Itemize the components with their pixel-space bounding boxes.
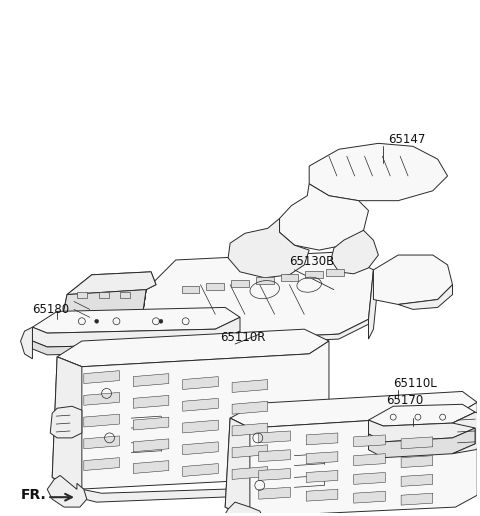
Polygon shape [84, 458, 120, 471]
Polygon shape [50, 406, 82, 438]
Polygon shape [232, 423, 268, 436]
Polygon shape [369, 428, 475, 458]
Polygon shape [306, 471, 338, 482]
Polygon shape [99, 292, 108, 298]
Polygon shape [186, 334, 319, 393]
Polygon shape [354, 491, 385, 503]
Text: 65130B: 65130B [289, 255, 335, 268]
Polygon shape [182, 286, 200, 293]
Polygon shape [259, 431, 290, 443]
Polygon shape [133, 461, 169, 474]
Text: 65170: 65170 [386, 394, 423, 407]
Polygon shape [305, 271, 323, 278]
Polygon shape [401, 456, 433, 467]
Polygon shape [141, 319, 369, 347]
Polygon shape [225, 402, 477, 516]
Polygon shape [259, 450, 290, 462]
Polygon shape [225, 418, 250, 516]
Polygon shape [21, 327, 33, 359]
Polygon shape [306, 489, 338, 501]
Polygon shape [232, 401, 268, 414]
Polygon shape [326, 269, 344, 276]
Polygon shape [141, 252, 373, 342]
Polygon shape [133, 395, 169, 408]
Polygon shape [331, 230, 378, 274]
Polygon shape [401, 475, 433, 486]
Polygon shape [84, 436, 120, 449]
Polygon shape [230, 392, 477, 428]
Polygon shape [306, 433, 338, 445]
Polygon shape [183, 463, 218, 476]
Polygon shape [57, 329, 329, 367]
Polygon shape [120, 292, 130, 298]
Text: 65110L: 65110L [393, 377, 437, 390]
Polygon shape [62, 289, 146, 329]
Polygon shape [183, 398, 218, 411]
Polygon shape [84, 414, 120, 427]
Polygon shape [309, 143, 447, 201]
Polygon shape [453, 412, 480, 454]
Text: 65110R: 65110R [220, 331, 265, 344]
Polygon shape [141, 289, 171, 347]
Polygon shape [77, 292, 87, 298]
Polygon shape [259, 487, 290, 499]
Polygon shape [369, 270, 378, 339]
Polygon shape [401, 493, 433, 505]
Polygon shape [62, 272, 156, 329]
Polygon shape [47, 475, 87, 507]
Polygon shape [133, 374, 169, 386]
Polygon shape [77, 473, 309, 502]
Polygon shape [232, 466, 268, 479]
Polygon shape [206, 283, 224, 290]
Polygon shape [401, 437, 433, 449]
Polygon shape [398, 285, 453, 310]
Polygon shape [183, 377, 218, 390]
Polygon shape [183, 442, 218, 455]
Polygon shape [84, 370, 120, 383]
Polygon shape [354, 435, 385, 447]
Polygon shape [228, 218, 309, 278]
Polygon shape [306, 452, 338, 463]
Circle shape [95, 319, 99, 323]
Polygon shape [354, 473, 385, 485]
Polygon shape [133, 417, 169, 430]
Polygon shape [279, 184, 369, 250]
Text: FR.: FR. [21, 488, 46, 502]
Polygon shape [52, 341, 329, 489]
Polygon shape [186, 339, 230, 404]
Polygon shape [33, 308, 240, 333]
Polygon shape [67, 272, 156, 295]
Polygon shape [52, 357, 82, 489]
Text: 65180: 65180 [33, 303, 70, 316]
Polygon shape [232, 445, 268, 458]
Polygon shape [280, 275, 298, 281]
Polygon shape [369, 405, 475, 426]
Polygon shape [222, 502, 264, 516]
Polygon shape [231, 280, 249, 287]
Polygon shape [33, 331, 240, 355]
Polygon shape [84, 393, 120, 405]
Polygon shape [369, 412, 475, 442]
Polygon shape [259, 469, 290, 480]
Circle shape [159, 319, 163, 323]
Polygon shape [33, 317, 240, 347]
Polygon shape [232, 380, 268, 393]
Text: 65147: 65147 [388, 133, 426, 146]
Polygon shape [133, 439, 169, 452]
Polygon shape [354, 454, 385, 465]
Polygon shape [256, 277, 274, 284]
Polygon shape [373, 255, 453, 304]
Polygon shape [183, 420, 218, 433]
